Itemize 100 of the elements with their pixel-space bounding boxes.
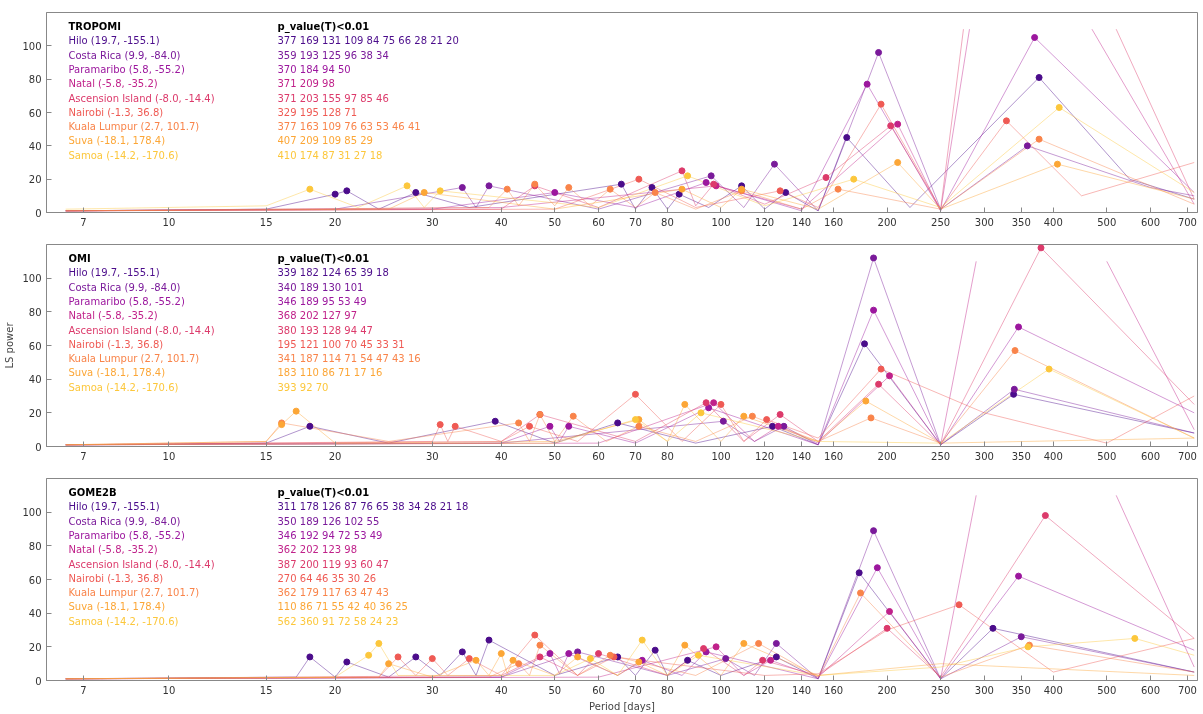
y-axis-title: LS power — [4, 321, 16, 369]
text: Ascension Island (-8.0, -14.4) — [68, 558, 215, 570]
x-tick-label: 600 — [1140, 684, 1161, 696]
y-tick-label: 100 — [22, 40, 42, 52]
annotation: 195 121 100 70 45 33 31 — [277, 338, 405, 350]
y-tick-label: 20 — [28, 174, 42, 186]
text: Ascension Island (-8.0, -14.4) — [68, 324, 215, 336]
text: GOME2B — [68, 487, 117, 498]
x-tick-label: 700 — [1177, 216, 1197, 228]
annotation: 362 202 123 98 — [277, 544, 358, 556]
x-tick-label: 600 — [1140, 216, 1161, 228]
annotation: 346 192 94 72 53 49 — [277, 529, 383, 541]
annotation: p_value(T)<0.01 — [277, 487, 370, 499]
text: Nairobi (-1.3, 36.8) — [68, 106, 164, 118]
x-tick-label: 300 — [974, 450, 994, 462]
x-tick-label: 10 — [162, 450, 176, 462]
text: Natal (-5.8, -35.2) — [68, 310, 158, 322]
annotation: 110 86 71 55 42 40 36 25 — [277, 601, 408, 613]
x-tick-label: 10 — [162, 216, 176, 228]
annotation: 410 174 87 31 27 18 — [277, 149, 383, 161]
x-tick-label: 15 — [259, 684, 273, 696]
y-tick-label: 100 — [22, 507, 42, 519]
annotation: 371 209 98 — [277, 78, 335, 90]
y-tick-label: 40 — [28, 608, 42, 620]
annotation: 362 179 117 63 47 43 — [277, 587, 389, 599]
x-tick-label: 70 — [629, 450, 642, 462]
x-tick-label: 120 — [755, 684, 775, 696]
y-tick-label: 0 — [35, 675, 42, 687]
x-tick-label: 300 — [974, 216, 994, 228]
x-tick-label: 7 — [80, 216, 87, 228]
x-axis-title: Period [days] — [589, 700, 655, 712]
x-tick-label: 100 — [711, 684, 731, 696]
x-tick-label: 700 — [1177, 684, 1197, 696]
x-tick-label: 40 — [494, 450, 508, 462]
y-tick-label: 60 — [28, 340, 42, 352]
annotation: 183 110 86 71 17 16 — [277, 367, 383, 379]
x-tick-label: 300 — [974, 684, 994, 696]
annotation: 346 189 95 53 49 — [277, 295, 367, 307]
annotation: 368 202 127 97 — [277, 310, 358, 322]
y-tick-label: 80 — [28, 306, 42, 318]
x-tick-label: 120 — [755, 450, 775, 462]
text: Costa Rica (9.9, -84.0) — [68, 281, 181, 293]
text: Hilo (19.7, -155.1) — [68, 267, 160, 279]
x-tick-label: 500 — [1097, 684, 1117, 696]
y-tick-label: 40 — [28, 140, 42, 152]
y-tick-label: 60 — [28, 574, 42, 586]
x-tick-label: 120 — [755, 216, 775, 228]
text: Samoa (-14.2, -170.6) — [68, 149, 179, 161]
x-tick-label: 140 — [792, 684, 812, 696]
x-tick-label: 140 — [792, 216, 812, 228]
x-tick-label: 400 — [1043, 216, 1063, 228]
x-tick-label: 60 — [592, 684, 605, 696]
annotation: 329 195 128 71 — [277, 106, 358, 118]
x-tick-label: 50 — [548, 450, 562, 462]
x-tick-label: 250 — [931, 684, 951, 696]
x-tick-label: 200 — [877, 450, 897, 462]
x-tick-label: 80 — [661, 684, 674, 696]
x-tick-label: 250 — [931, 450, 951, 462]
annotation: 370 184 94 50 — [277, 63, 351, 75]
annotation: 377 169 131 109 84 75 66 28 21 20 — [277, 35, 459, 47]
text: Kuala Lumpur (2.7, 101.7) — [68, 353, 200, 365]
x-tick-label: 60 — [592, 450, 605, 462]
text: Hilo (19.7, -155.1) — [68, 501, 160, 513]
text: Kuala Lumpur (2.7, 101.7) — [68, 587, 200, 599]
x-tick-label: 700 — [1177, 450, 1197, 462]
text: Costa Rica (9.9, -84.0) — [68, 49, 181, 61]
annotation: 341 187 114 71 54 47 43 16 — [277, 353, 421, 365]
x-tick-label: 30 — [425, 216, 439, 228]
text: Samoa (-14.2, -170.6) — [68, 381, 179, 393]
text: Suva (-18.1, 178.4) — [68, 367, 166, 379]
x-tick-label: 160 — [824, 450, 844, 462]
y-tick-label: 20 — [28, 641, 42, 653]
x-tick-label: 400 — [1043, 684, 1063, 696]
text: Paramaribo (5.8, -55.2) — [68, 529, 185, 541]
x-tick-label: 200 — [877, 216, 897, 228]
x-tick-label: 80 — [661, 450, 674, 462]
x-tick-label: 70 — [629, 684, 642, 696]
x-tick-label: 10 — [162, 684, 176, 696]
x-tick-label: 40 — [494, 684, 508, 696]
annotation: 359 193 125 96 38 34 — [277, 49, 389, 61]
y-tick-label: 40 — [28, 374, 42, 386]
text: Samoa (-14.2, -170.6) — [68, 615, 179, 627]
x-tick-label: 20 — [328, 684, 342, 696]
annotation: 562 360 91 72 58 24 23 — [277, 615, 399, 627]
annotation: 380 193 128 94 47 — [277, 324, 373, 336]
text: Nairobi (-1.3, 36.8) — [68, 338, 164, 350]
x-tick-label: 500 — [1097, 450, 1117, 462]
y-tick-label: 0 — [35, 441, 42, 453]
annotation: p_value(T)<0.01 — [277, 253, 370, 265]
x-tick-label: 140 — [792, 450, 812, 462]
text: Nairobi (-1.3, 36.8) — [68, 572, 164, 584]
x-tick-label: 7 — [80, 450, 87, 462]
y-tick-label: 0 — [35, 207, 42, 219]
annotation: 311 178 126 87 76 65 38 34 28 21 18 — [277, 501, 469, 513]
annotation: 371 203 155 97 85 46 — [277, 92, 389, 104]
text: Paramaribo (5.8, -55.2) — [68, 63, 185, 75]
x-tick-label: 400 — [1043, 450, 1063, 462]
annotation: 350 189 126 102 55 — [277, 515, 380, 527]
x-tick-label: 160 — [824, 684, 844, 696]
x-tick-label: 100 — [711, 450, 731, 462]
